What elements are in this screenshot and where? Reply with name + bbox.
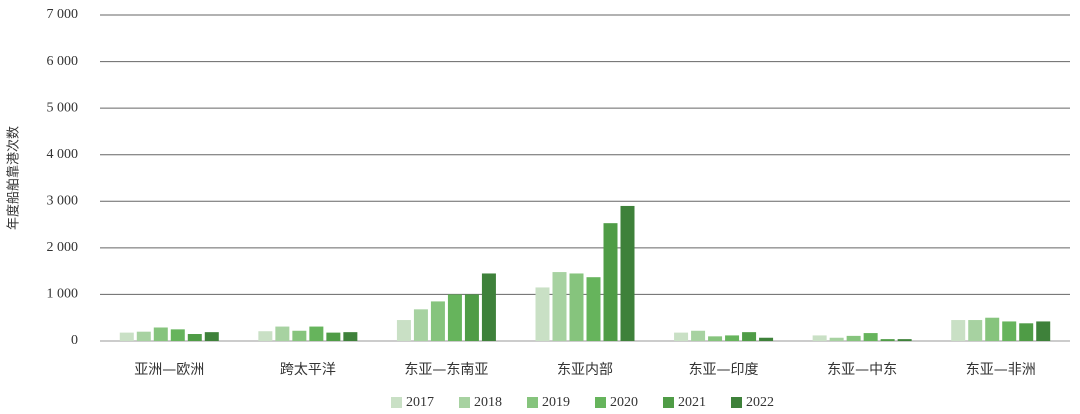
y-tick-label: 4 000 — [47, 147, 79, 162]
y-tick-label: 2 000 — [47, 240, 79, 255]
legend-swatch — [527, 397, 538, 408]
bar — [204, 332, 219, 341]
x-tick-label: 东亚—非洲 — [966, 362, 1036, 378]
bar — [620, 205, 635, 341]
bar — [396, 320, 411, 341]
x-tick-label: 东亚—印度 — [689, 362, 759, 378]
legend-swatch — [459, 397, 470, 408]
bar — [343, 332, 358, 341]
x-tick-label: 跨太平洋 — [280, 362, 336, 378]
x-tick-label: 东亚内部 — [557, 362, 613, 378]
bar — [552, 272, 567, 341]
legend-swatch — [663, 397, 674, 408]
x-tick-label: 亚洲—欧洲 — [134, 362, 204, 378]
bar — [759, 337, 774, 341]
x-tick-label: 东亚—中东 — [827, 362, 897, 378]
y-tick-label: 3 000 — [47, 194, 79, 209]
bar — [447, 294, 462, 341]
bar — [1036, 321, 1051, 341]
bar — [897, 339, 912, 341]
bar — [691, 330, 706, 341]
bar — [812, 335, 827, 341]
bar — [603, 223, 618, 341]
bar — [1019, 323, 1034, 341]
bar — [309, 326, 324, 341]
legend-swatch — [595, 397, 606, 408]
legend-label: 2020 — [610, 395, 638, 410]
bar — [187, 334, 202, 341]
y-tick-label: 7 000 — [47, 7, 79, 22]
bar — [464, 294, 479, 341]
bar — [430, 301, 445, 341]
bar — [674, 332, 689, 341]
bar — [985, 317, 1000, 341]
bar — [742, 332, 757, 341]
y-axis-label: 年度船舶靠港次数 — [6, 126, 22, 230]
bar — [880, 339, 895, 341]
bar — [951, 320, 966, 341]
bar — [569, 273, 584, 341]
bar — [326, 332, 341, 341]
bar — [829, 337, 844, 341]
y-tick-label: 5 000 — [47, 100, 79, 115]
bar — [846, 335, 861, 341]
legend-swatch — [731, 397, 742, 408]
bar — [136, 331, 151, 341]
bar — [863, 333, 878, 341]
y-tick-label: 1 000 — [47, 287, 79, 302]
bar — [481, 273, 496, 341]
bar — [725, 335, 740, 341]
bar — [153, 327, 168, 341]
bar — [119, 332, 134, 341]
y-tick-label: 0 — [71, 333, 78, 348]
legend-label: 2021 — [678, 395, 706, 410]
legend-label: 2022 — [746, 395, 774, 410]
bar — [258, 331, 273, 341]
bar — [292, 330, 307, 341]
bar — [968, 320, 983, 341]
bar — [1002, 321, 1017, 341]
bar — [586, 277, 601, 341]
bar — [708, 336, 723, 341]
legend-label: 2018 — [474, 395, 502, 410]
x-tick-label: 东亚—东南亚 — [404, 362, 488, 378]
legend-label: 2017 — [406, 395, 434, 410]
bar — [275, 326, 290, 341]
bar — [535, 287, 550, 341]
legend-swatch — [391, 397, 402, 408]
legend-label: 2019 — [542, 395, 570, 410]
bar — [170, 329, 185, 341]
y-tick-label: 6 000 — [47, 54, 79, 69]
bar — [413, 309, 428, 341]
